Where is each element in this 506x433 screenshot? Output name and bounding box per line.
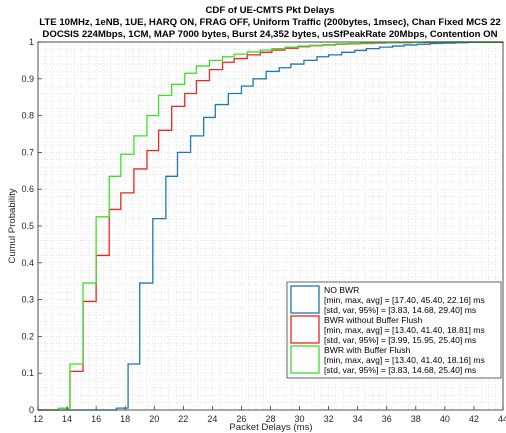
x-tick-label: 18 — [120, 414, 130, 424]
y-tick-label: 0.2 — [21, 331, 34, 341]
chart-subtitle-1: LTE 10MHz, 1eNB, 1UE, HARQ ON, FRAG OFF,… — [39, 17, 501, 28]
legend-swatch-0 — [290, 285, 320, 314]
legend-entry-stats: [min, max, avg] = [13.40, 41.40, 18.81] … — [324, 325, 485, 335]
x-tick-label: 30 — [295, 414, 305, 424]
y-tick-label: 0.8 — [21, 111, 34, 121]
legend-entry-name: BWR without Buffer Flush — [324, 315, 422, 325]
x-tick-label: 44 — [498, 414, 506, 424]
legend-swatch-1 — [290, 315, 320, 344]
x-tick-label: 34 — [353, 414, 363, 424]
y-tick-label: 0.9 — [21, 74, 34, 84]
x-tick-label: 32 — [324, 414, 334, 424]
x-tick-label: 38 — [411, 414, 421, 424]
legend-entry-stats: [std, var, 95%] = [3.83, 14.68, 29.40] m… — [324, 305, 476, 315]
y-tick-label: 1 — [29, 37, 34, 47]
legend-entry-stats: [std, var, 95%] = [3.99, 15.95, 25.40] m… — [324, 335, 476, 345]
y-tick-label: 0.7 — [21, 147, 34, 157]
legend-entry-stats: [min, max, avg] = [13.40, 41.40, 18.16] … — [324, 355, 485, 365]
x-tick-label: 40 — [440, 414, 450, 424]
y-axis-ticks: 0 0.1 0.2 0.3 0.4 0.5 0.6 0.7 0.8 0.9 1 — [21, 37, 42, 415]
x-axis-label: Packet Delays (ms) — [229, 422, 312, 433]
y-tick-label: 0.6 — [21, 184, 34, 194]
chart-subtitle-2: DOCSIS 224Mbps, 1CM, MAP 7000 bytes, Bur… — [42, 29, 497, 40]
legend: NO BWR[min, max, avg] = [17.40, 45.40, 2… — [286, 281, 502, 379]
x-tick-label: 22 — [178, 414, 188, 424]
legend-entry-name: BWR with Buffer Flush — [324, 345, 411, 355]
x-tick-label: 12 — [33, 414, 43, 424]
y-tick-label: 0.3 — [21, 295, 34, 305]
x-tick-label: 16 — [91, 414, 101, 424]
legend-box — [286, 281, 502, 379]
legend-entry-stats: [min, max, avg] = [17.40, 45.40, 22.16] … — [324, 295, 485, 305]
y-axis-label: Cumul Probability — [7, 188, 18, 263]
x-tick-label: 24 — [207, 414, 217, 424]
y-tick-label: 0 — [29, 405, 34, 415]
legend-swatch-2 — [290, 345, 320, 374]
series-line-2 — [38, 41, 503, 411]
legend-entry-name: NO BWR — [324, 285, 359, 295]
x-tick-label: 36 — [382, 414, 392, 424]
x-tick-label: 14 — [62, 414, 72, 424]
series-line-0 — [38, 41, 504, 411]
y-tick-label: 0.1 — [21, 368, 34, 378]
x-tick-label: 42 — [469, 414, 479, 424]
chart-title: CDF of UE-CMTS Pkt Delays — [205, 5, 334, 16]
y-tick-label: 0.5 — [21, 221, 34, 231]
series-lines — [38, 41, 504, 411]
x-tick-label: 20 — [149, 414, 159, 424]
x-tick-label: 26 — [236, 414, 246, 424]
y-tick-label: 0.4 — [21, 258, 34, 268]
x-axis-ticks: 12 14 16 18 20 22 24 26 28 30 32 34 36 38 40 42 44 — [33, 406, 506, 424]
legend-entry-stats: [std, var, 95%] = [3.83, 14.68, 25.40] m… — [324, 365, 476, 375]
x-tick-label: 28 — [265, 414, 275, 424]
